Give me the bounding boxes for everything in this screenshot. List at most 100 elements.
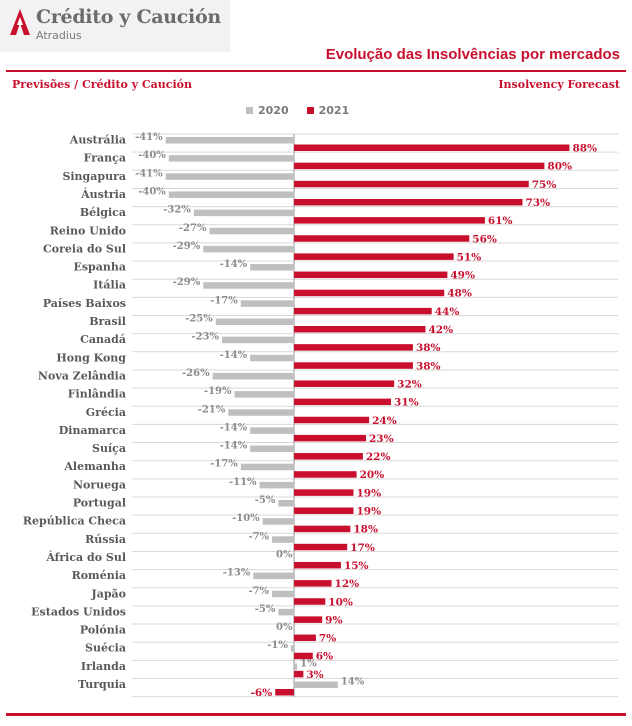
legend-label-2020: 2020 [258, 104, 289, 117]
bar-2021 [294, 416, 370, 424]
data-label-2021: 48% [447, 288, 472, 300]
data-label-2021: 73% [525, 197, 550, 209]
data-label-2020: -17% [210, 459, 238, 470]
bar-2020 [240, 463, 294, 471]
bar-2021 [294, 307, 432, 315]
data-label-2021: 10% [328, 596, 353, 608]
bar-2021 [294, 434, 366, 442]
data-label-2021: 19% [356, 487, 381, 499]
data-label-2021: 23% [369, 433, 394, 445]
data-label-2020: -19% [204, 386, 232, 397]
data-label-2021: 17% [350, 542, 375, 554]
bar-2021 [294, 543, 348, 551]
category-label: Noruega [73, 478, 126, 491]
data-label-2021: 7% [319, 633, 336, 645]
data-label-2021: 75% [532, 179, 557, 191]
data-label-2021: 12% [335, 578, 360, 590]
data-label-2020: 14% [341, 677, 365, 688]
bar-2020 [250, 354, 294, 362]
data-label-2020: -25% [185, 314, 213, 325]
category-label: Austrália [69, 134, 126, 147]
bar-2021 [294, 525, 351, 533]
source-label: Previsões / Crédito y Caución [12, 78, 193, 91]
data-label-2020: -21% [198, 404, 226, 415]
bar-2020 [240, 300, 294, 307]
data-label-2021: 80% [547, 161, 572, 173]
bar-2020 [222, 336, 294, 344]
category-label: Japão [91, 587, 127, 600]
logo: Crédito y Caución Atradius [0, 0, 230, 52]
bar-2021 [294, 453, 363, 460]
data-label-2020: -7% [248, 531, 269, 542]
bar-2021 [294, 616, 323, 623]
data-label-2021: 38% [416, 342, 441, 354]
data-label-2021: 88% [572, 143, 597, 155]
bar-2020 [250, 264, 294, 271]
legend-item-2021: 2021 [306, 104, 350, 117]
chart-legend: 2020 2021 [246, 104, 349, 117]
category-label: Rússia [85, 533, 126, 546]
bar-2020 [294, 681, 338, 688]
bar-2020 [262, 518, 294, 525]
bar-2020 [234, 391, 294, 398]
logo-mark-icon [10, 9, 30, 35]
data-label-2021: 24% [372, 415, 397, 427]
data-label-2021: 49% [450, 270, 475, 282]
data-label-2021: 42% [428, 324, 453, 336]
category-label: Espanha [73, 261, 126, 274]
bar-2021 [294, 180, 529, 188]
data-label-2020: -5% [255, 604, 276, 615]
data-label-2020: -40% [138, 186, 166, 197]
category-label: Dinamarca [59, 424, 126, 437]
data-label-2021: 56% [472, 233, 497, 245]
legend-label-2021: 2021 [318, 104, 350, 117]
data-label-2020: -5% [255, 495, 276, 506]
category-label: Países Baixos [43, 297, 126, 310]
bar-2020 [253, 572, 294, 580]
bar-2021 [294, 289, 445, 297]
data-label-2020: -1% [267, 640, 288, 651]
category-label: Coreia do Sul [43, 242, 126, 255]
bar-2020 [215, 318, 294, 325]
bar-2020 [168, 191, 294, 198]
bottom-divider [6, 713, 626, 716]
bar-2020 [193, 209, 294, 217]
bar-2021 [294, 217, 485, 224]
data-label-2021: 15% [344, 560, 369, 572]
data-label-2021: 44% [435, 306, 460, 318]
category-label: Finlândia [68, 388, 126, 401]
category-label: Hong Kong [56, 351, 126, 364]
data-label-2021: 38% [416, 360, 441, 372]
bar-2021 [294, 326, 426, 333]
data-label-2021: 22% [366, 451, 391, 463]
bar-2021 [294, 471, 357, 478]
data-label-2020: 0% [276, 549, 293, 560]
bar-2021 [294, 253, 454, 260]
bar-2020 [259, 481, 294, 489]
data-label-2020: -23% [191, 332, 219, 343]
category-label: África do Sul [45, 550, 126, 564]
bar-2020 [203, 282, 294, 289]
bar-2021 [294, 652, 313, 660]
bar-2020 [228, 409, 294, 416]
category-label: Alemanha [63, 460, 126, 473]
data-label-2021: 6% [316, 651, 333, 663]
category-label: Áustria [80, 187, 126, 201]
data-label-2021: 19% [356, 506, 381, 518]
logo-subtitle: Atradius [36, 29, 82, 42]
data-label-2020: -41% [135, 132, 163, 143]
category-label: Singapura [62, 170, 126, 183]
bar-2021 [294, 398, 392, 406]
bar-2021 [294, 144, 570, 151]
page-title: Evolução das Insolvências por mercados [325, 46, 620, 63]
bar-2020 [278, 608, 294, 616]
logo-name: Crédito y Caución [36, 6, 221, 28]
data-label-2020: -13% [223, 568, 251, 579]
bar-2020 [272, 536, 294, 543]
data-label-2020: -14% [220, 350, 248, 361]
category-label: Canadá [80, 333, 126, 346]
bar-2021 [294, 198, 523, 206]
data-label-2021: 31% [394, 397, 419, 409]
category-label: Estados Unidos [31, 605, 126, 618]
